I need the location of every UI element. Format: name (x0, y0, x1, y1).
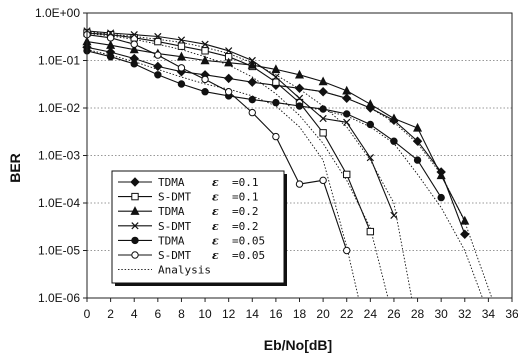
x-tick-label: 12 (222, 307, 236, 321)
data-point-circle-open (273, 133, 279, 139)
data-point-circle-open (178, 65, 184, 71)
x-tick-label: 8 (178, 307, 185, 321)
x-tick-label: 22 (340, 307, 354, 321)
data-point-circle-open (107, 35, 113, 41)
x-tick-label: 0 (84, 307, 91, 321)
data-point-triangle (414, 124, 421, 131)
legend-eps-value: =0.2 (232, 220, 259, 233)
legend-eps-value: =0.1 (232, 176, 259, 189)
y-tick-label: 1.0E-02 (38, 101, 80, 115)
data-point-diamond (461, 230, 469, 238)
legend-label: TDMA (158, 176, 185, 189)
data-point-diamond (296, 84, 304, 92)
legend-epsilon: ε (212, 220, 219, 233)
x-axis-label: Eb/No[dB] (264, 337, 332, 353)
x-tick-label: 10 (198, 307, 212, 321)
x-tick-label: 2 (107, 307, 114, 321)
x-tick-label: 4 (131, 307, 138, 321)
legend-label: S-DMT (158, 220, 191, 233)
data-point-circle-filled (131, 61, 137, 67)
legend-epsilon: ε (212, 176, 219, 189)
legend-label: TDMA (158, 234, 185, 247)
x-tick-label: 32 (458, 307, 472, 321)
x-tick-label: 30 (434, 307, 448, 321)
data-point-square (131, 35, 137, 41)
y-tick-label: 1.0E-03 (38, 149, 80, 163)
legend-eps-value: =0.1 (232, 191, 259, 204)
legend-label: TDMA (158, 205, 185, 218)
data-point-circle-filled (155, 72, 161, 78)
data-point-circle-open (344, 247, 350, 253)
data-point-circle-open (249, 109, 255, 115)
data-point-circle-open (320, 177, 326, 183)
legend-label: Analysis (158, 264, 211, 277)
x-tick-label: 28 (411, 307, 425, 321)
legend: TDMA ε =0.1 S-DMT ε =0.1 TDMA ε =0.2 S-DMT ε =0.2 TD… (112, 171, 287, 286)
legend-eps-value: =0.05 (232, 249, 265, 262)
data-point-circle-filled (367, 121, 373, 127)
data-point-triangle (461, 217, 468, 224)
data-point-diamond (154, 62, 162, 70)
data-point-circle-filled (249, 96, 255, 102)
data-point-square (344, 171, 350, 177)
data-point-square (367, 228, 373, 234)
data-point-circle-filled (320, 106, 326, 112)
legend-label: S-DMT (158, 249, 191, 262)
data-point-square (178, 43, 184, 49)
data-point-triangle (367, 100, 374, 107)
legend-marker-square (132, 193, 138, 199)
x-tick-label: 26 (387, 307, 401, 321)
x-tick-label: 6 (154, 307, 161, 321)
data-point-circle-open (155, 52, 161, 58)
data-point-diamond (225, 74, 233, 82)
data-point-square (320, 130, 326, 136)
data-point-circle-filled (107, 54, 113, 60)
data-point-circle-open (225, 89, 231, 95)
data-point-circle-filled (178, 81, 184, 87)
data-point-diamond (343, 94, 351, 102)
data-point-circle-open (202, 76, 208, 82)
x-tick-label: 14 (246, 307, 260, 321)
legend-epsilon: ε (212, 191, 219, 204)
x-tick-label: 36 (505, 307, 518, 321)
legend-label: S-DMT (158, 191, 191, 204)
legend-marker-circle-filled (132, 237, 138, 243)
legend-marker-circle-open (132, 252, 138, 258)
data-point-square (202, 48, 208, 54)
x-tick-label: 24 (364, 307, 378, 321)
x-tick-label: 20 (316, 307, 330, 321)
data-point-circle-open (131, 41, 137, 47)
data-point-circle-filled (273, 99, 279, 105)
data-point-circle-filled (344, 111, 350, 117)
data-point-circle-filled (414, 157, 420, 163)
legend-epsilon: ε (212, 205, 219, 218)
data-point-triangle (343, 87, 350, 94)
y-tick-label: 1.0E+00 (35, 6, 80, 20)
legend-epsilon: ε (212, 249, 219, 262)
data-point-circle-filled (391, 138, 397, 144)
y-axis-label: BER (7, 153, 23, 183)
x-tick-label: 34 (482, 307, 496, 321)
legend-epsilon: ε (212, 234, 219, 247)
y-tick-label: 1.0E-01 (38, 54, 80, 68)
y-tick-label: 1.0E-06 (38, 291, 80, 305)
data-point-x (391, 212, 397, 218)
legend-eps-value: =0.05 (232, 234, 265, 247)
x-tick-label: 16 (269, 307, 283, 321)
y-tick-label: 1.0E-04 (38, 196, 80, 210)
legend-eps-value: =0.2 (232, 205, 259, 218)
data-point-circle-filled (202, 89, 208, 95)
data-point-circle-open (296, 181, 302, 187)
data-point-circle-filled (438, 194, 444, 200)
y-tick-label: 1.0E-05 (38, 244, 80, 258)
data-point-circle-filled (296, 103, 302, 109)
x-tick-label: 18 (293, 307, 307, 321)
data-point-triangle (390, 115, 397, 122)
data-point-diamond (319, 88, 327, 96)
